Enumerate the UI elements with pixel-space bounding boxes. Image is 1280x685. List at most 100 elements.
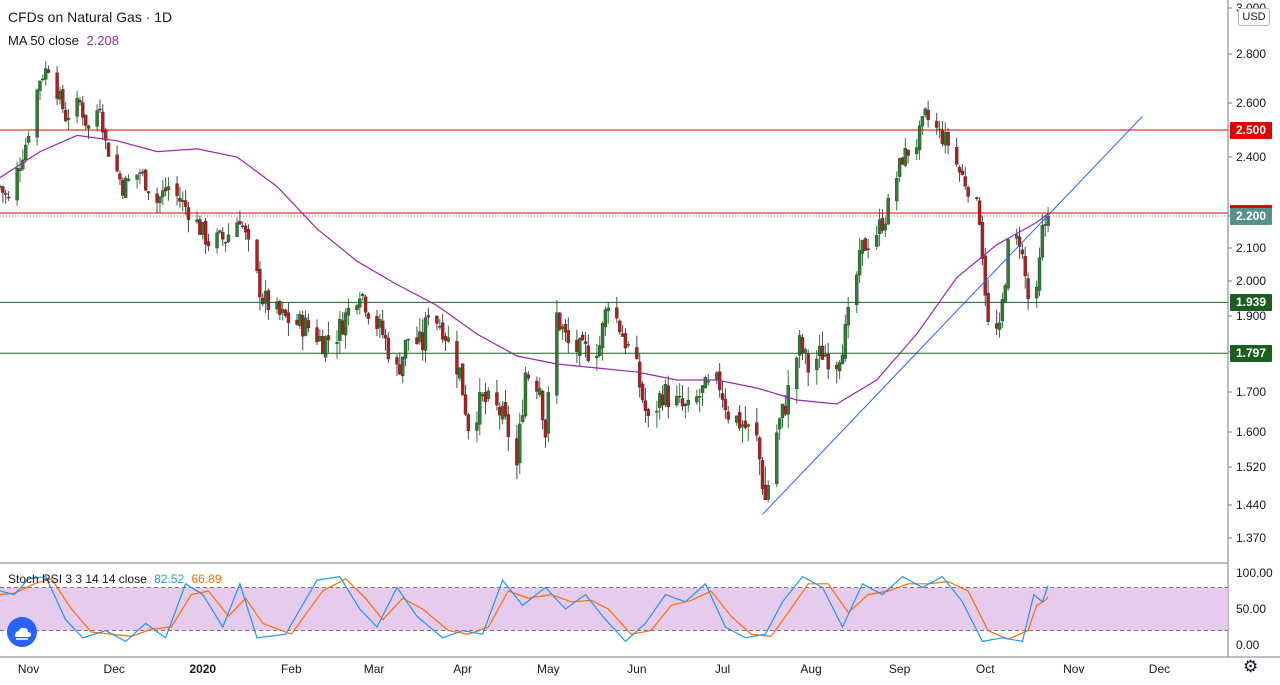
candle bbox=[258, 269, 262, 298]
candle bbox=[281, 308, 285, 314]
candle bbox=[43, 68, 48, 80]
candle bbox=[375, 316, 379, 329]
candle bbox=[383, 335, 388, 339]
candle bbox=[797, 335, 802, 356]
candle bbox=[26, 136, 31, 143]
candle bbox=[395, 357, 399, 365]
candle bbox=[997, 322, 1002, 330]
candle bbox=[1, 186, 5, 193]
candle bbox=[161, 190, 165, 198]
candle bbox=[35, 89, 39, 138]
candle bbox=[863, 238, 868, 251]
candle bbox=[843, 324, 848, 359]
candle bbox=[1000, 299, 1005, 321]
candle bbox=[386, 338, 391, 360]
candle bbox=[323, 336, 328, 358]
candle bbox=[855, 274, 859, 305]
candle bbox=[715, 372, 719, 380]
candle bbox=[646, 408, 650, 416]
candle bbox=[680, 398, 685, 407]
candle bbox=[360, 294, 365, 296]
level-tag-1.797: 1.797 bbox=[1230, 345, 1273, 363]
osc-tick-label: 0.00 bbox=[1236, 638, 1260, 652]
candle bbox=[201, 221, 205, 235]
candle bbox=[946, 132, 950, 146]
candle bbox=[826, 353, 830, 370]
candle bbox=[123, 177, 128, 198]
candle bbox=[1020, 249, 1025, 255]
candle bbox=[95, 110, 99, 127]
candle bbox=[823, 354, 828, 357]
candle bbox=[960, 170, 965, 175]
candle bbox=[783, 405, 788, 415]
candle bbox=[615, 307, 619, 319]
last-price-tag: 2.200 bbox=[1230, 208, 1273, 225]
candle bbox=[515, 438, 519, 466]
candle bbox=[875, 235, 879, 247]
tradingview-logo-icon[interactable] bbox=[7, 617, 37, 647]
time-tick-label: May bbox=[537, 662, 560, 676]
candle bbox=[795, 357, 799, 390]
candle bbox=[241, 225, 245, 227]
candle bbox=[746, 424, 750, 427]
candle bbox=[135, 174, 139, 180]
candle bbox=[1014, 234, 1019, 239]
candle bbox=[1034, 286, 1039, 299]
candle bbox=[760, 460, 765, 490]
candle bbox=[418, 331, 422, 342]
candle bbox=[480, 394, 485, 397]
candle bbox=[423, 317, 428, 351]
candle bbox=[963, 176, 967, 187]
price-tick-label: 1.600 bbox=[1236, 425, 1266, 439]
candle bbox=[415, 337, 419, 344]
candle bbox=[926, 109, 930, 120]
candle bbox=[440, 322, 445, 340]
ma-value: 2.208 bbox=[86, 33, 119, 48]
candle bbox=[278, 301, 282, 315]
candle bbox=[1017, 236, 1022, 247]
candle bbox=[686, 399, 690, 406]
settings-gear-icon[interactable]: ⚙ bbox=[1243, 657, 1259, 676]
candle bbox=[166, 186, 171, 191]
candle bbox=[655, 410, 659, 413]
currency-badge[interactable]: USD bbox=[1238, 8, 1270, 26]
candle bbox=[163, 187, 168, 192]
candle bbox=[935, 120, 939, 128]
candle bbox=[558, 312, 562, 330]
price-tick-label: 2.600 bbox=[1236, 96, 1266, 110]
candle bbox=[38, 80, 42, 91]
level-tag-2.500: 2.500 bbox=[1230, 122, 1273, 139]
candle bbox=[143, 169, 148, 191]
candle bbox=[743, 420, 748, 429]
price-tick-label: 2.100 bbox=[1236, 241, 1266, 255]
trendline bbox=[762, 116, 1143, 515]
candle bbox=[666, 385, 670, 408]
candle bbox=[106, 142, 111, 157]
candle bbox=[21, 159, 25, 170]
osc-legend: Stoch RSI 3 3 14 14 close 82.52 66.89 bbox=[8, 572, 226, 586]
candle bbox=[86, 125, 91, 129]
time-tick-label: Apr bbox=[453, 662, 472, 676]
candle bbox=[483, 392, 488, 403]
candle bbox=[66, 117, 71, 120]
osc-tick-label: 100.00 bbox=[1236, 566, 1273, 580]
candle bbox=[181, 200, 185, 203]
candle bbox=[695, 396, 699, 403]
time-tick-label: Sep bbox=[889, 662, 911, 676]
candle bbox=[660, 394, 665, 406]
chart-title: CFDs on Natural Gas · 1D bbox=[8, 9, 173, 25]
candle bbox=[503, 401, 508, 417]
candle bbox=[126, 178, 131, 181]
candle bbox=[954, 147, 959, 165]
osc-label: Stoch RSI 3 3 14 14 close bbox=[8, 572, 147, 586]
candle bbox=[283, 309, 288, 316]
candle bbox=[578, 338, 582, 356]
candle bbox=[206, 241, 211, 247]
candle bbox=[580, 334, 585, 341]
candle bbox=[500, 405, 505, 420]
candle bbox=[315, 327, 319, 343]
candle bbox=[286, 312, 291, 323]
